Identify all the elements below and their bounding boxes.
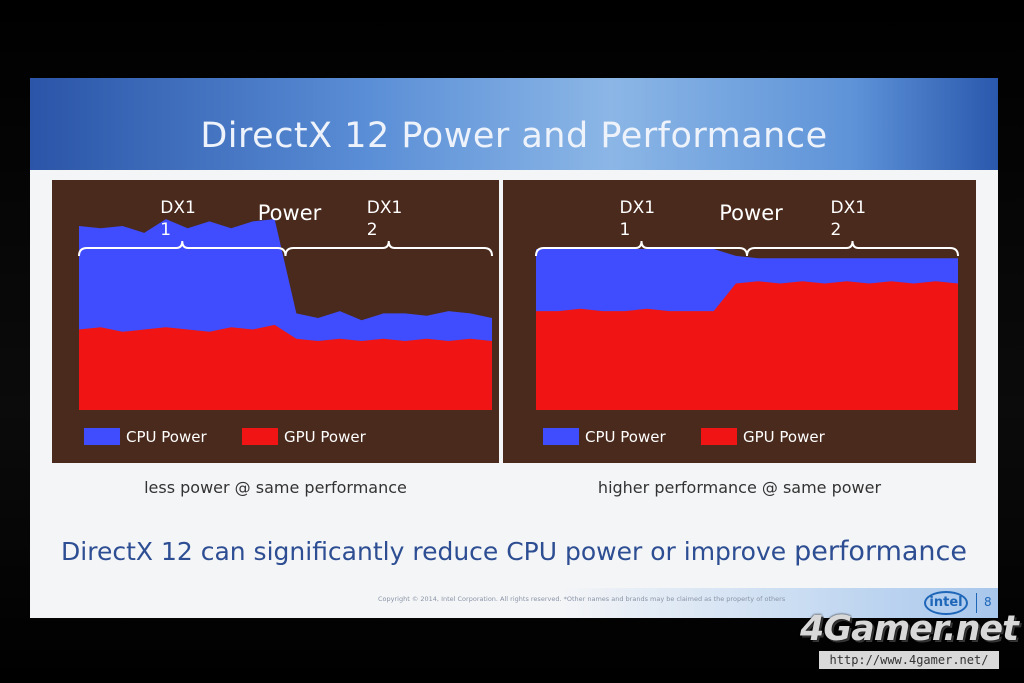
copyright-notice: Copyright © 2014, Intel Corporation. All… — [378, 595, 786, 603]
chart-panel-left: Power DX1 1 DX1 2 CPU Power GPU Power — [52, 180, 499, 463]
intel-logo: intel — [924, 591, 968, 615]
segment-bracket — [78, 240, 493, 257]
segment-label-dx12: 2 — [367, 220, 378, 240]
segment-label-dx11: DX1 — [160, 198, 196, 218]
chart-title: Power — [719, 201, 783, 225]
segment-label-dx12: 2 — [831, 220, 842, 240]
chart-left-caption: less power @ same performance — [144, 478, 407, 497]
chart-right-caption: higher performance @ same power — [597, 478, 882, 497]
segment-label-dx11: DX1 — [620, 198, 656, 218]
conclusion-emphasis: performance — [794, 536, 967, 567]
legend-label-cpu: CPU Power — [126, 428, 207, 446]
chart-title: Power — [258, 201, 322, 225]
chart-panel-right: Power DX1 1 DX1 2 CPU Power GPU Power — [503, 180, 976, 463]
legend-swatch-cpu — [543, 428, 579, 445]
segment-label-dx12: DX1 — [831, 198, 867, 218]
gpu-power-area — [536, 281, 958, 410]
segment-label-dx11: 1 — [620, 220, 631, 240]
segment-label-dx12: DX1 — [367, 198, 403, 218]
gpu-power-area — [79, 324, 492, 410]
footer-divider — [976, 593, 977, 613]
slide-conclusion: DirectX 12 can significantly reduce CPU … — [30, 536, 998, 567]
slide-footer — [30, 588, 998, 618]
watermark-url: http://www.4gamer.net/ — [819, 651, 999, 669]
watermark-logo: 4Gamer.net — [800, 609, 1019, 649]
legend-label-cpu: CPU Power — [585, 428, 666, 446]
segment-bracket — [535, 240, 959, 257]
legend-swatch-cpu — [84, 428, 120, 445]
page-number: 8 — [984, 595, 992, 609]
slide-title: DirectX 12 Power and Performance — [200, 116, 828, 156]
legend-label-gpu: GPU Power — [284, 428, 367, 446]
conclusion-text: DirectX 12 can significantly reduce CPU … — [61, 537, 795, 566]
legend-swatch-gpu — [242, 428, 278, 445]
segment-label-dx11: 1 — [160, 220, 171, 240]
presentation-slide: DirectX 12 Power and Performance Power DX… — [30, 78, 998, 618]
legend-label-gpu: GPU Power — [743, 428, 826, 446]
slide-title-bar: DirectX 12 Power and Performance — [30, 78, 998, 170]
legend-swatch-gpu — [701, 428, 737, 445]
